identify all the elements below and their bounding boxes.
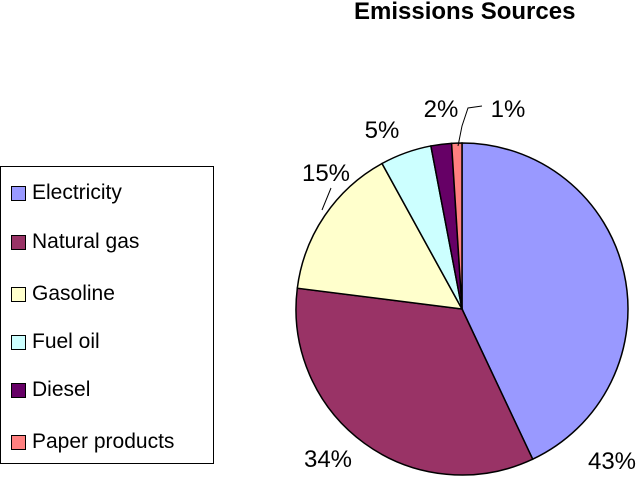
pie-slice-electricity [461, 142, 629, 461]
legend-label: Electricity [32, 181, 122, 204]
leader-line [457, 105, 483, 147]
legend-label: Gasoline [32, 282, 115, 305]
leader-line [321, 187, 332, 211]
pie-slice-paper-products [450, 142, 463, 310]
legend-swatch [11, 334, 26, 350]
data-label: 1% [491, 96, 526, 123]
pie-slice-natural-gas [295, 287, 534, 476]
legend-swatch [11, 286, 26, 302]
pie-slice-gasoline [296, 162, 464, 310]
legend-label: Fuel oil [32, 330, 100, 353]
data-label: 2% [424, 96, 459, 123]
legend-swatch [11, 434, 26, 450]
legend-item: Gasoline [11, 281, 115, 307]
legend-swatch [11, 185, 26, 201]
legend: Electricity Natural gas Gasoline Fuel oil Di… [0, 166, 214, 464]
data-label: 15% [302, 160, 350, 187]
legend-label: Natural gas [32, 230, 140, 253]
data-label: 5% [365, 117, 400, 144]
chart-title: Emissions Sources [354, 0, 576, 25]
legend-item: Natural gas [11, 229, 139, 255]
legend-item: Diesel [11, 377, 90, 403]
legend-item: Electricity [11, 180, 122, 206]
legend-label: Diesel [32, 378, 91, 401]
legend-swatch [11, 234, 26, 250]
legend-item: Paper products [11, 429, 174, 455]
data-label: 43% [588, 448, 636, 475]
data-label: 34% [304, 446, 352, 473]
legend-item: Fuel oil [11, 329, 100, 355]
legend-swatch [11, 382, 26, 398]
legend-label: Paper products [32, 430, 175, 453]
